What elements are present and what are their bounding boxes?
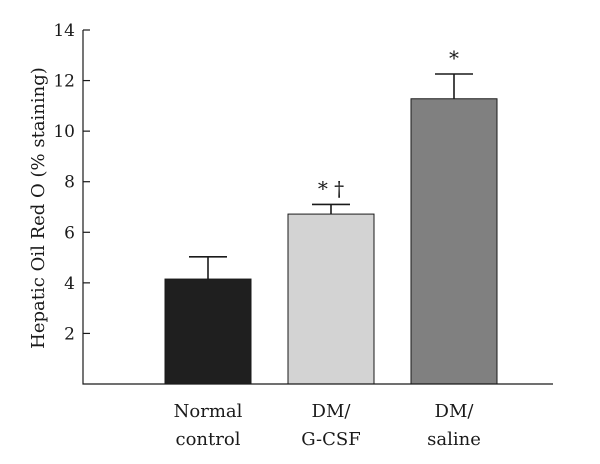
y-tick-label: 2 [64,324,75,344]
category-label: DM/ [312,401,352,422]
y-axis-label: Hepatic Oil Red O (% staining) [28,67,49,349]
error-bar [312,203,350,215]
bar [287,213,375,385]
bar [410,98,498,385]
axes [82,30,553,385]
category-label: Normal [174,401,243,422]
y-tick-label: 10 [53,122,75,142]
error-bar [435,73,473,99]
category-label: control [176,429,241,450]
y-tick-label: 4 [64,274,75,294]
significance-marker: * † [318,176,344,200]
category-label: saline [427,429,481,450]
significance-marker: * [449,46,459,70]
y-tick-label: 8 [64,173,75,193]
category-labels: Normal control DM/G-CSF DM/saline [174,401,481,450]
y-axis-ticks: 2 4 6 8 10 12 14 [53,21,90,344]
y-tick-label: 6 [64,223,75,243]
y-tick-label: 12 [53,72,75,92]
error-bar [189,256,227,280]
category-label: DM/ [435,401,475,422]
category-label: G-CSF [301,429,360,450]
y-tick-label: 14 [53,21,75,41]
bars: * † * [164,46,498,385]
bar [164,278,252,385]
